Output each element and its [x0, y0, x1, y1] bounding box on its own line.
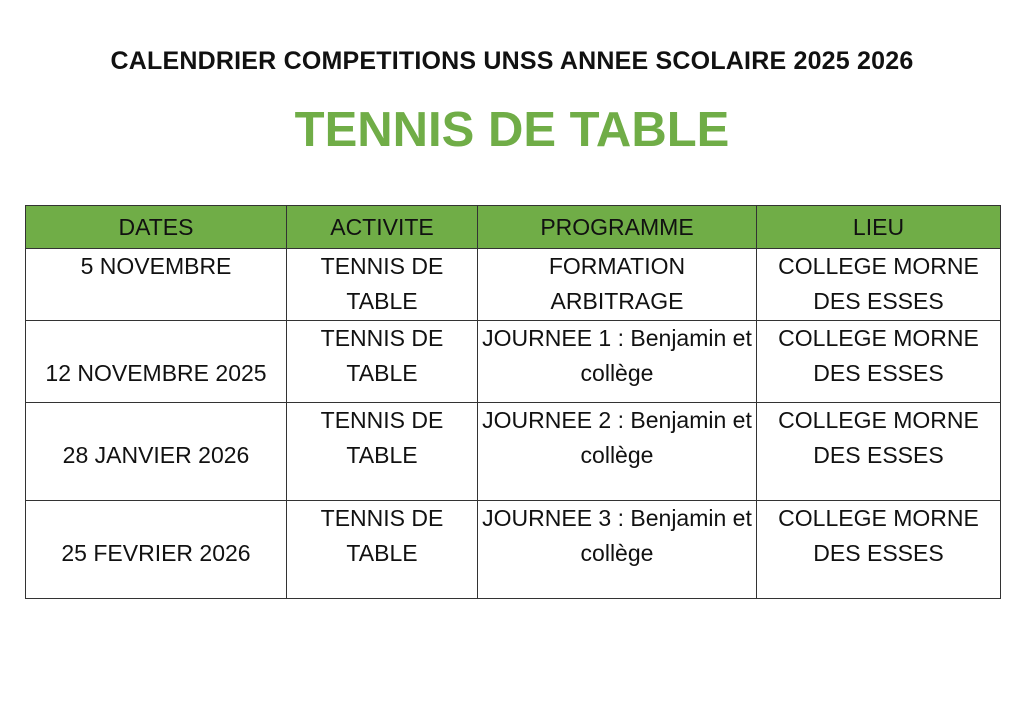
cell-programme: JOURNEE 3 : Benjamin et collège — [477, 500, 757, 599]
cell-activite: TENNIS DE TABLE — [286, 320, 478, 403]
table-row: 5 NOVEMBRE TENNIS DE TABLE FORMATION ARB… — [25, 248, 1001, 321]
cell-date: 25 FEVRIER 2026 — [25, 500, 287, 599]
document-title: CALENDRIER COMPETITIONS UNSS ANNEE SCOLA… — [110, 47, 914, 75]
cell-lieu: COLLEGE MORNE DES ESSES — [756, 500, 1001, 599]
cell-activite: TENNIS DE TABLE — [286, 248, 478, 321]
cell-programme: JOURNEE 2 : Benjamin et collège — [477, 402, 757, 501]
column-header-programme: PROGRAMME — [477, 205, 757, 249]
table-row: 28 JANVIER 2026 TENNIS DE TABLE JOURNEE … — [25, 402, 1001, 501]
cell-date: 12 NOVEMBRE 2025 — [25, 320, 287, 403]
cell-date: 28 JANVIER 2026 — [25, 402, 287, 501]
cell-lieu: COLLEGE MORNE DES ESSES — [756, 402, 1001, 501]
column-header-lieu: LIEU — [756, 205, 1001, 249]
competition-table: DATES ACTIVITE PROGRAMME LIEU 5 NOVEMBRE… — [25, 205, 1001, 599]
column-header-dates: DATES — [25, 205, 287, 249]
cell-activite: TENNIS DE TABLE — [286, 500, 478, 599]
cell-date: 5 NOVEMBRE — [25, 248, 287, 321]
cell-lieu: COLLEGE MORNE DES ESSES — [756, 248, 1001, 321]
cell-activite: TENNIS DE TABLE — [286, 402, 478, 501]
cell-programme: FORMATION ARBITRAGE — [477, 248, 757, 321]
cell-lieu: COLLEGE MORNE DES ESSES — [756, 320, 1001, 403]
table-header-row: DATES ACTIVITE PROGRAMME LIEU — [25, 205, 1001, 249]
document-subtitle: TENNIS DE TABLE — [294, 103, 730, 157]
cell-programme: JOURNEE 1 : Benjamin et collège — [477, 320, 757, 403]
table-row: 12 NOVEMBRE 2025 TENNIS DE TABLE JOURNEE… — [25, 320, 1001, 403]
column-header-activite: ACTIVITE — [286, 205, 478, 249]
table-row: 25 FEVRIER 2026 TENNIS DE TABLE JOURNEE … — [25, 500, 1001, 599]
